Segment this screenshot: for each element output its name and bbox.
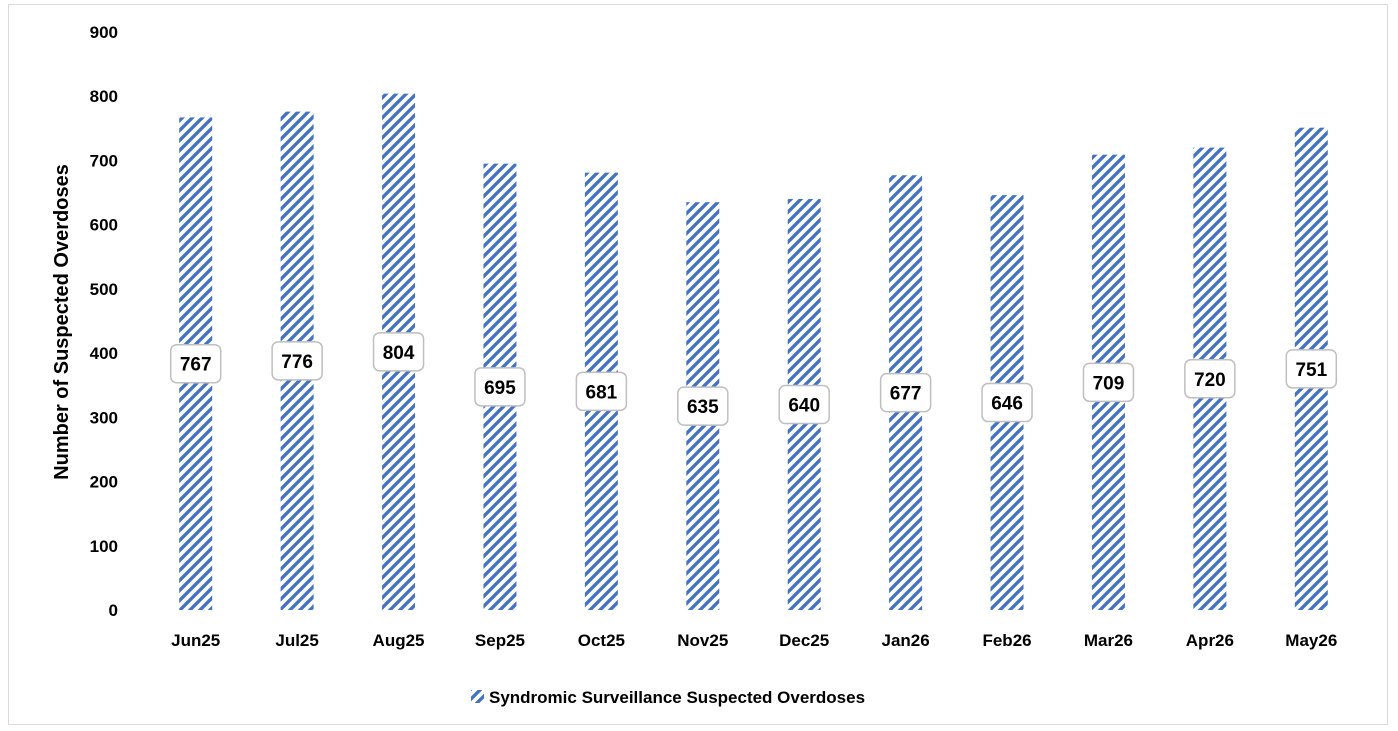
legend: Syndromic Surveillance Suspected Overdos… — [471, 688, 865, 707]
data-label-box — [981, 382, 1033, 423]
y-axis: 0 100 200 300 400 500 600 700 800 900 — [90, 23, 118, 620]
bars — [179, 93, 1328, 611]
data-label: 720 — [1194, 370, 1226, 391]
y-tick-label: 700 — [90, 151, 118, 170]
data-label: 751 — [1295, 360, 1327, 381]
data-label-box — [1285, 349, 1338, 389]
legend-label: Syndromic Surveillance Suspected Overdos… — [489, 688, 865, 707]
data-label: 776 — [281, 352, 313, 373]
data-label-box — [575, 371, 628, 412]
data-label: 677 — [890, 384, 922, 405]
data-label: 681 — [586, 382, 618, 403]
data-label: 804 — [383, 343, 415, 364]
y-tick-label: 200 — [90, 473, 118, 492]
data-label: 695 — [484, 378, 516, 399]
data-label: 646 — [991, 394, 1023, 415]
y-axis-title: Number of Suspected Overdoses — [51, 164, 73, 480]
x-tick-label: Jul25 — [275, 631, 318, 650]
y-tick-label: 500 — [90, 280, 118, 299]
y-tick-label: 100 — [90, 537, 118, 556]
data-label-box — [271, 341, 323, 381]
x-tick-label: Apr26 — [1186, 631, 1234, 650]
data-label-box — [474, 367, 526, 407]
x-tick-label: Aug25 — [373, 631, 425, 650]
x-tick-label: Dec25 — [779, 631, 829, 650]
data-label-box — [879, 372, 932, 413]
data-label: 709 — [1093, 373, 1125, 394]
x-axis: Jun25 Jul25 Aug25 Sep25 Oct25 Nov25 Dec25 Jan26… — [171, 631, 1337, 650]
x-tick-label: Oct25 — [578, 631, 625, 650]
y-tick-label: 800 — [90, 87, 118, 106]
data-label: 767 — [180, 355, 212, 376]
y-tick-label: 900 — [90, 23, 118, 42]
data-label-box — [677, 386, 729, 426]
data-label-box — [169, 343, 222, 384]
x-tick-label: Nov25 — [677, 631, 728, 650]
x-tick-label: Feb26 — [982, 631, 1031, 650]
data-label-box — [372, 332, 425, 372]
x-tick-label: Jan26 — [882, 631, 930, 650]
data-label: 640 — [788, 395, 820, 416]
legend-swatch — [471, 690, 484, 703]
data-label-box — [778, 384, 830, 425]
x-tick-label: Mar26 — [1084, 631, 1133, 650]
y-tick-label: 600 — [90, 216, 118, 235]
data-labels: 767 776 804 695 681 635 640 677 646 709 720 751 — [169, 332, 1338, 426]
y-tick-label: 300 — [90, 408, 118, 427]
x-tick-label: Jun25 — [171, 631, 220, 650]
y-tick-label: 0 — [109, 601, 118, 620]
data-label-box — [1184, 359, 1236, 399]
y-tick-label: 400 — [90, 344, 118, 363]
data-label: 635 — [687, 397, 719, 418]
data-label-box — [1082, 362, 1135, 403]
x-tick-label: Sep25 — [475, 631, 525, 650]
x-tick-label: May26 — [1285, 631, 1337, 650]
